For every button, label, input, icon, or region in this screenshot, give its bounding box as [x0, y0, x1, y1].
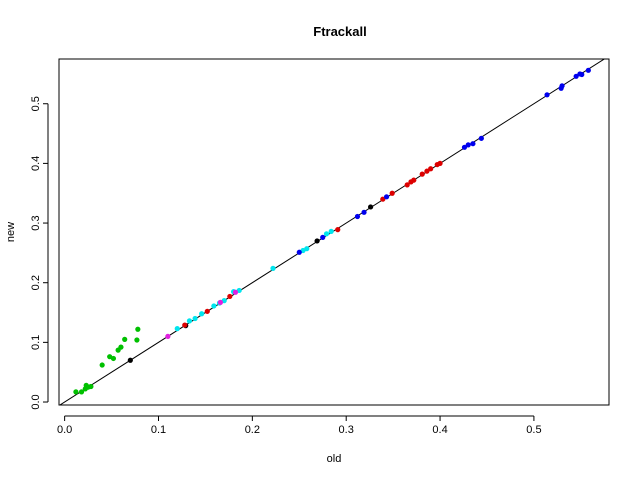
x-tick-label: 0.5 [526, 424, 541, 436]
plot-frame [58, 58, 610, 406]
data-point [204, 308, 210, 314]
data-point [122, 336, 128, 342]
data-point [404, 182, 410, 188]
reference-line-group [59, 59, 606, 405]
x-tick-label: 0.0 [57, 424, 72, 436]
reference-line [59, 59, 606, 405]
series-3 [165, 289, 239, 339]
x-axis: 0.0 0.1 0.2 0.3 0.4 0.5 [57, 415, 542, 436]
series-5 [296, 67, 591, 255]
y-tick-label: 0.5 [30, 96, 42, 111]
x-tick-label: 0.3 [339, 424, 354, 436]
data-point [573, 73, 579, 79]
series-4 [182, 160, 443, 328]
data-point [314, 238, 320, 244]
data-point [73, 389, 79, 395]
data-point [232, 289, 239, 295]
data-point [328, 228, 334, 235]
data-point [424, 168, 430, 174]
data-point [419, 171, 425, 177]
data-point [389, 190, 395, 196]
data-point [411, 177, 417, 183]
data-point [437, 160, 443, 166]
data-point [335, 227, 341, 233]
data-point [478, 135, 484, 141]
x-tick-label: 0.2 [245, 424, 260, 436]
data-point [368, 204, 374, 210]
data-point [428, 166, 434, 172]
data-point [354, 213, 361, 220]
data-point [304, 246, 310, 252]
data-point [165, 333, 171, 339]
series-0 [73, 326, 141, 395]
data-point [78, 389, 85, 395]
data-points [73, 67, 591, 395]
chart-title: Ftrackall [313, 24, 366, 39]
y-tick-label: 0.0 [30, 394, 42, 409]
data-point [227, 293, 233, 300]
data-point [174, 326, 180, 332]
data-point [186, 318, 193, 324]
y-tick-label: 0.2 [30, 275, 42, 290]
data-point [323, 231, 330, 237]
data-point [585, 67, 591, 73]
data-point [465, 142, 471, 148]
data-point [217, 299, 224, 305]
data-point [380, 196, 386, 202]
data-point [88, 383, 94, 390]
y-axis-label: new [5, 222, 17, 242]
data-point [270, 265, 276, 271]
data-point [110, 355, 117, 362]
y-tick-label: 0.4 [30, 156, 42, 171]
data-point [383, 194, 390, 200]
data-point [192, 315, 198, 322]
series-2 [174, 228, 334, 332]
data-point [361, 209, 367, 215]
x-tick-label: 0.1 [151, 424, 166, 436]
y-axis: 0.0 0.1 0.2 0.3 0.4 0.5 [30, 96, 49, 410]
data-point [544, 92, 550, 98]
data-point [127, 357, 133, 363]
data-point [182, 322, 188, 328]
data-point [135, 326, 141, 332]
x-tick-label: 0.4 [432, 424, 447, 436]
data-point [211, 303, 217, 309]
data-point [579, 71, 585, 78]
data-point [99, 362, 105, 368]
data-point [134, 337, 140, 343]
data-point [118, 344, 124, 350]
data-point [199, 311, 205, 317]
data-point [470, 141, 476, 147]
data-point [559, 83, 565, 89]
y-tick-label: 0.1 [30, 335, 42, 350]
x-axis-label: old [327, 453, 342, 465]
data-point [296, 249, 302, 255]
y-tick-label: 0.3 [30, 215, 42, 230]
data-point [320, 234, 326, 240]
data-point [461, 144, 468, 150]
